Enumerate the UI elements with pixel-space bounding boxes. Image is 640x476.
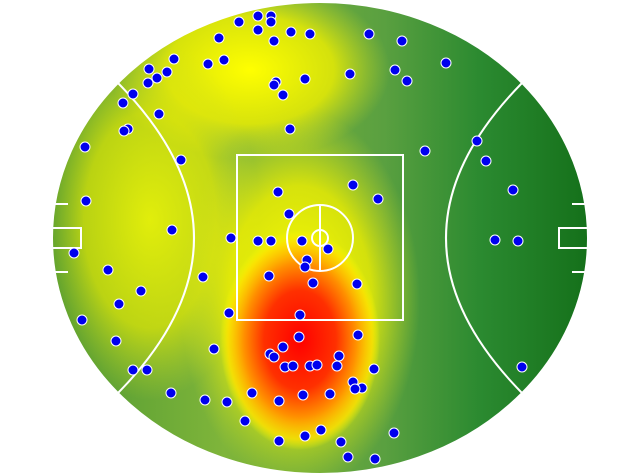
- data-point: [283, 208, 295, 220]
- data-point: [347, 179, 359, 191]
- data-point: [68, 247, 80, 259]
- data-point: [299, 261, 311, 273]
- data-point: [151, 72, 163, 84]
- data-point: [401, 75, 413, 87]
- data-point: [342, 451, 354, 463]
- data-point: [135, 285, 147, 297]
- field-lines: [51, 1, 589, 475]
- data-point: [79, 141, 91, 153]
- data-point: [322, 243, 334, 255]
- data-point: [175, 154, 187, 166]
- data-point: [118, 125, 130, 137]
- data-point: [252, 24, 264, 36]
- data-point: [284, 123, 296, 135]
- data-point: [199, 394, 211, 406]
- data-point: [352, 329, 364, 341]
- data-point: [396, 35, 408, 47]
- data-point: [127, 364, 139, 376]
- data-point: [299, 73, 311, 85]
- data-point: [516, 361, 528, 373]
- data-point: [363, 28, 375, 40]
- data-point: [268, 79, 280, 91]
- data-point: [265, 235, 277, 247]
- data-point: [285, 26, 297, 38]
- data-point: [294, 309, 306, 321]
- data-point: [141, 364, 153, 376]
- data-point: [277, 89, 289, 101]
- data-point: [117, 97, 129, 109]
- data-point: [233, 16, 245, 28]
- data-point: [165, 387, 177, 399]
- data-point: [277, 341, 289, 353]
- data-point: [142, 77, 154, 89]
- data-point: [304, 28, 316, 40]
- data-point: [80, 195, 92, 207]
- data-point: [273, 435, 285, 447]
- data-point: [246, 387, 258, 399]
- data-point: [161, 66, 173, 78]
- data-point: [263, 270, 275, 282]
- data-point: [268, 35, 280, 47]
- data-point: [143, 63, 155, 75]
- data-point: [372, 193, 384, 205]
- data-point: [102, 264, 114, 276]
- data-point: [168, 53, 180, 65]
- data-point: [440, 57, 452, 69]
- data-point: [299, 430, 311, 442]
- data-point: [208, 343, 220, 355]
- data-point: [252, 235, 264, 247]
- data-point: [389, 64, 401, 76]
- data-point: [331, 360, 343, 372]
- data-point: [272, 186, 284, 198]
- data-point: [480, 155, 492, 167]
- data-point: [369, 453, 381, 465]
- data-point: [307, 277, 319, 289]
- data-point: [223, 307, 235, 319]
- data-point: [296, 235, 308, 247]
- data-point: [166, 224, 178, 236]
- data-point: [388, 427, 400, 439]
- data-point: [153, 108, 165, 120]
- data-point: [76, 314, 88, 326]
- data-point: [221, 396, 233, 408]
- data-point: [197, 271, 209, 283]
- data-point: [297, 389, 309, 401]
- data-point: [287, 360, 299, 372]
- data-point: [268, 351, 280, 363]
- data-point: [265, 16, 277, 28]
- data-point: [335, 436, 347, 448]
- data-point: [252, 10, 264, 22]
- data-point: [113, 298, 125, 310]
- data-point: [239, 415, 251, 427]
- data-point: [489, 234, 501, 246]
- data-point: [202, 58, 214, 70]
- data-point: [213, 32, 225, 44]
- data-point: [368, 363, 380, 375]
- data-point: [351, 278, 363, 290]
- data-point: [471, 135, 483, 147]
- data-point: [218, 54, 230, 66]
- data-point: [344, 68, 356, 80]
- data-point: [273, 395, 285, 407]
- data-point: [324, 388, 336, 400]
- data-point: [293, 331, 305, 343]
- data-point: [507, 184, 519, 196]
- data-point: [349, 383, 361, 395]
- data-point: [225, 232, 237, 244]
- data-point: [419, 145, 431, 157]
- data-point: [311, 359, 323, 371]
- data-point: [333, 350, 345, 362]
- data-point: [315, 424, 327, 436]
- data-point: [127, 88, 139, 100]
- data-point: [110, 335, 122, 347]
- data-point: [512, 235, 524, 247]
